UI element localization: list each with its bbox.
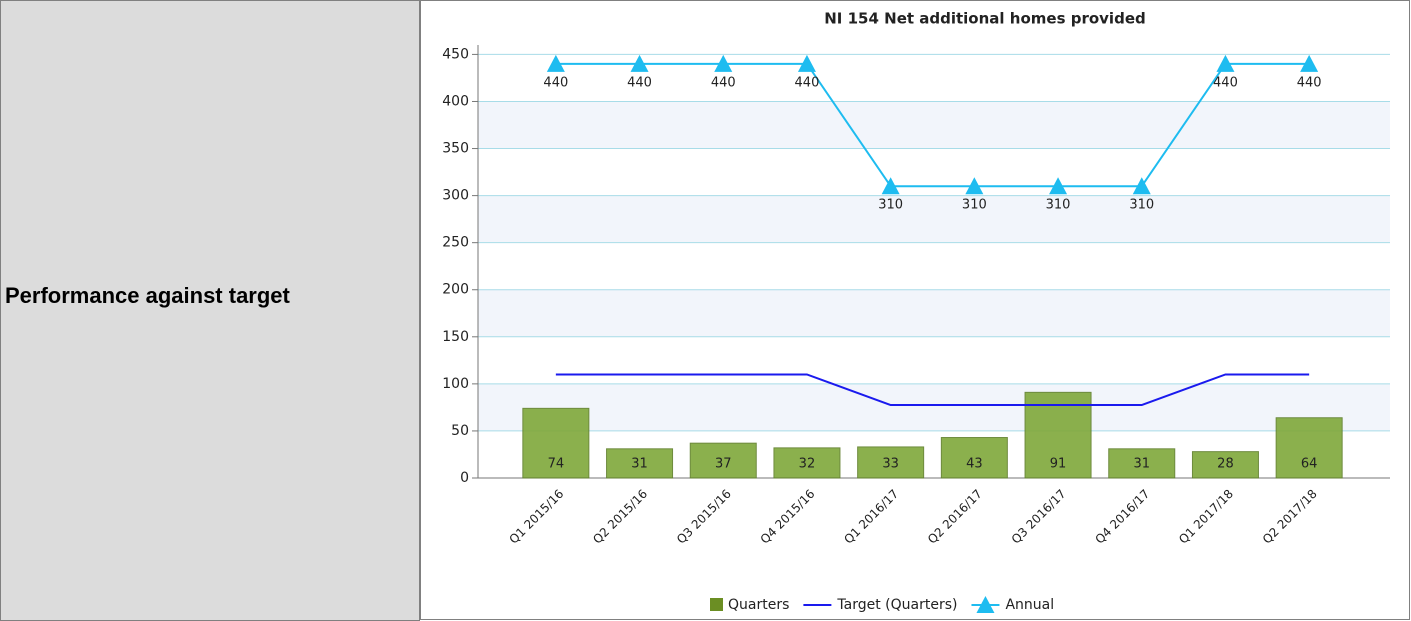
- bar-label: 32: [799, 457, 816, 472]
- plot-band: [478, 383, 1390, 431]
- bar: [773, 447, 841, 479]
- bar: [1275, 417, 1343, 479]
- marker: [1132, 177, 1151, 195]
- y-tick-label: 200: [442, 282, 469, 298]
- plot-band: [478, 289, 1390, 337]
- marker: [630, 54, 649, 72]
- marker: [1216, 54, 1235, 72]
- bar-label: 31: [631, 457, 648, 472]
- bar: [1024, 391, 1092, 479]
- marker: [714, 54, 733, 72]
- point-label: 310: [1129, 198, 1154, 213]
- line: [555, 373, 1310, 407]
- y-tick-label: 450: [442, 46, 469, 62]
- y-tick-label: 400: [442, 93, 469, 109]
- bar: [1191, 451, 1259, 479]
- y-tick-label: 250: [442, 235, 469, 251]
- y-tick-label: 100: [442, 376, 469, 392]
- point-label: 440: [627, 75, 652, 90]
- point-label: 440: [1213, 75, 1238, 90]
- row-label: Performance against target: [5, 283, 290, 308]
- bar-label: 28: [1217, 457, 1234, 472]
- bar-label: 33: [882, 457, 899, 472]
- bar: [857, 446, 925, 479]
- marker: [881, 177, 900, 195]
- y-tick-label: 0: [460, 470, 469, 486]
- point-label: 310: [1046, 198, 1071, 213]
- point-label: 440: [711, 75, 736, 90]
- marker: [1300, 54, 1319, 72]
- marker: [965, 177, 984, 195]
- legend-label: Target (Quarters): [836, 597, 957, 613]
- bar-label: 31: [1133, 457, 1150, 472]
- legend-swatch: [710, 598, 723, 611]
- marker: [546, 54, 565, 72]
- bar-label: 37: [715, 457, 732, 472]
- bar: [522, 407, 590, 479]
- legend-marker: [976, 596, 995, 613]
- marker: [797, 54, 816, 72]
- point-label: 440: [1297, 75, 1322, 90]
- chart-title: NI 154 Net additional homes provided: [824, 10, 1145, 28]
- y-tick-label: 350: [442, 141, 469, 157]
- bar: [940, 437, 1008, 479]
- y-tick-label: 150: [442, 329, 469, 345]
- point-label: 440: [795, 75, 820, 90]
- bar-label: 64: [1301, 457, 1318, 472]
- y-tick-label: 50: [451, 423, 469, 439]
- point-label: 440: [543, 75, 568, 90]
- point-label: 310: [878, 198, 903, 213]
- legend-label: Quarters: [728, 597, 789, 613]
- y-tick-label: 300: [442, 188, 469, 204]
- bar: [606, 448, 674, 479]
- point-label: 310: [962, 198, 987, 213]
- marker: [1049, 177, 1068, 195]
- chart: NI 154 Net additional homes provided 0 50…: [420, 0, 1410, 620]
- plot-band: [478, 195, 1390, 243]
- line: [555, 62, 1310, 188]
- legend-label: Annual: [1005, 597, 1054, 613]
- plot-band: [478, 101, 1390, 149]
- bar-label: 91: [1050, 457, 1067, 472]
- bar-label: 74: [548, 457, 565, 472]
- label-cell: Performance against target: [0, 0, 420, 621]
- bar-label: 43: [966, 457, 983, 472]
- bar: [1108, 448, 1176, 479]
- bar: [689, 442, 757, 479]
